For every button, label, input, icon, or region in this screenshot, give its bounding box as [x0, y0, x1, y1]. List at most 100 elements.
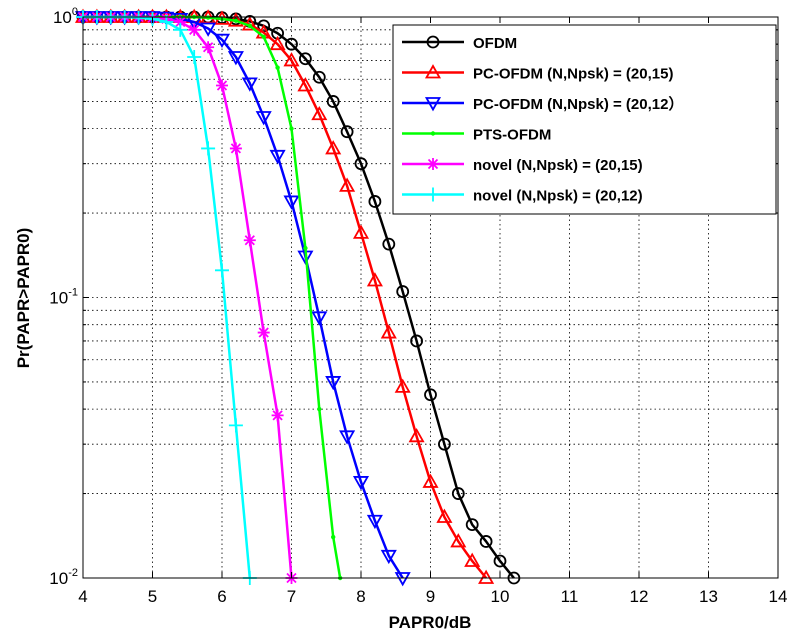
data-point — [271, 409, 284, 422]
data-point — [450, 533, 467, 548]
data-point — [366, 514, 383, 530]
data-point — [410, 334, 424, 348]
y-tick-label: 10-2 — [49, 567, 78, 588]
data-point — [257, 326, 270, 339]
data-point — [394, 378, 411, 393]
data-point — [331, 534, 336, 540]
x-tick-label: 14 — [769, 587, 788, 606]
data-point — [317, 406, 322, 412]
legend-item: OFDM — [402, 35, 517, 52]
data-point — [352, 476, 370, 491]
data-point — [227, 51, 244, 66]
data-point — [326, 95, 340, 108]
data-point — [202, 41, 215, 54]
data-point — [261, 34, 266, 39]
legend-item: PC-OFDM (N,Npsk) = (20,12） — [402, 95, 683, 113]
data-point — [354, 157, 368, 171]
data-point — [229, 142, 242, 155]
legend-label: PC-OFDM (N,Npsk) = (20,12） — [473, 95, 683, 113]
x-tick-label: 4 — [78, 587, 87, 606]
x-tick-label: 12 — [630, 587, 649, 606]
x-tick-label: 8 — [356, 587, 365, 606]
data-point — [424, 388, 437, 402]
legend-item: PTS-OFDM — [402, 127, 551, 144]
data-point — [215, 263, 229, 278]
data-point — [213, 33, 231, 49]
x-tick-label: 9 — [426, 587, 435, 606]
data-point — [311, 105, 328, 121]
legend-item: novel (N,Npsk) = (20,15) — [402, 157, 643, 174]
data-point — [275, 65, 280, 70]
x-tick-label: 11 — [561, 587, 579, 606]
legend-marker — [424, 64, 442, 79]
data-point — [269, 149, 286, 165]
legend: OFDM PC-OFDM (N,Npsk) = (20,15) PC-OFDM (N… — [392, 24, 777, 215]
data-point — [325, 140, 342, 155]
legend-label: novel (N,Npsk) = (20,12) — [473, 188, 643, 205]
data-point — [285, 37, 298, 51]
legend-marker — [427, 158, 439, 170]
data-point — [422, 473, 439, 488]
legend-item: PC-OFDM (N,Npsk) = (20,15) — [402, 64, 673, 83]
x-tick-label: 6 — [217, 587, 226, 606]
data-point — [436, 508, 453, 523]
data-point — [339, 177, 356, 192]
data-point — [339, 430, 356, 445]
y-tick-label: 100 — [53, 6, 78, 27]
data-point — [382, 237, 396, 251]
x-tick-label: 5 — [148, 587, 157, 606]
data-point — [247, 23, 252, 29]
y-axis-label: Pr(PAPR>PAPR0) — [14, 228, 33, 369]
data-point — [174, 15, 187, 28]
data-point — [233, 18, 239, 23]
data-point — [188, 23, 201, 36]
ticks: 4 5 6 7 8 9 10 11 12 13 14 100 10-1 10-2 — [49, 6, 787, 606]
x-tick-label: 10 — [491, 587, 510, 606]
data-point — [173, 22, 188, 37]
data-point — [464, 552, 481, 567]
legend-box — [392, 24, 777, 215]
data-point — [380, 549, 397, 565]
data-point — [298, 52, 312, 66]
data-point — [228, 418, 243, 433]
data-point — [269, 35, 286, 51]
data-point — [465, 518, 479, 532]
data-point — [311, 311, 328, 326]
legend-marker — [430, 131, 436, 136]
data-point — [478, 569, 495, 584]
data-point — [243, 234, 256, 247]
data-point — [241, 77, 258, 92]
data-point — [131, 10, 146, 25]
data-point — [325, 376, 342, 391]
data-point — [201, 141, 216, 156]
x-tick-label: 7 — [287, 587, 296, 606]
data-point — [187, 50, 202, 65]
legend-label: novel (N,Npsk) = (20,15) — [473, 157, 643, 174]
data-point — [312, 70, 326, 84]
legend-label: OFDM — [473, 35, 517, 52]
data-point — [255, 111, 272, 126]
data-point — [437, 437, 451, 451]
data-point — [303, 245, 308, 251]
data-point — [451, 487, 465, 500]
data-point — [289, 126, 294, 131]
data-point — [200, 22, 217, 37]
x-axis-label: PAPR0/dB — [389, 613, 472, 632]
data-point — [205, 15, 211, 20]
data-point — [297, 77, 314, 92]
data-point — [493, 554, 507, 568]
data-point — [380, 324, 397, 339]
data-point — [283, 52, 300, 67]
data-point — [340, 125, 354, 139]
data-point — [352, 224, 370, 239]
data-point — [396, 285, 410, 298]
legend-item: novel (N,Npsk) = (20,12) — [402, 187, 643, 205]
data-point — [366, 272, 383, 287]
legend-label: PC-OFDM (N,Npsk) = (20,15) — [473, 66, 673, 83]
data-point — [394, 572, 411, 587]
data-point — [479, 535, 493, 548]
data-point — [408, 427, 425, 443]
y-tick-label: 10-1 — [49, 287, 78, 308]
data-point — [216, 79, 228, 92]
